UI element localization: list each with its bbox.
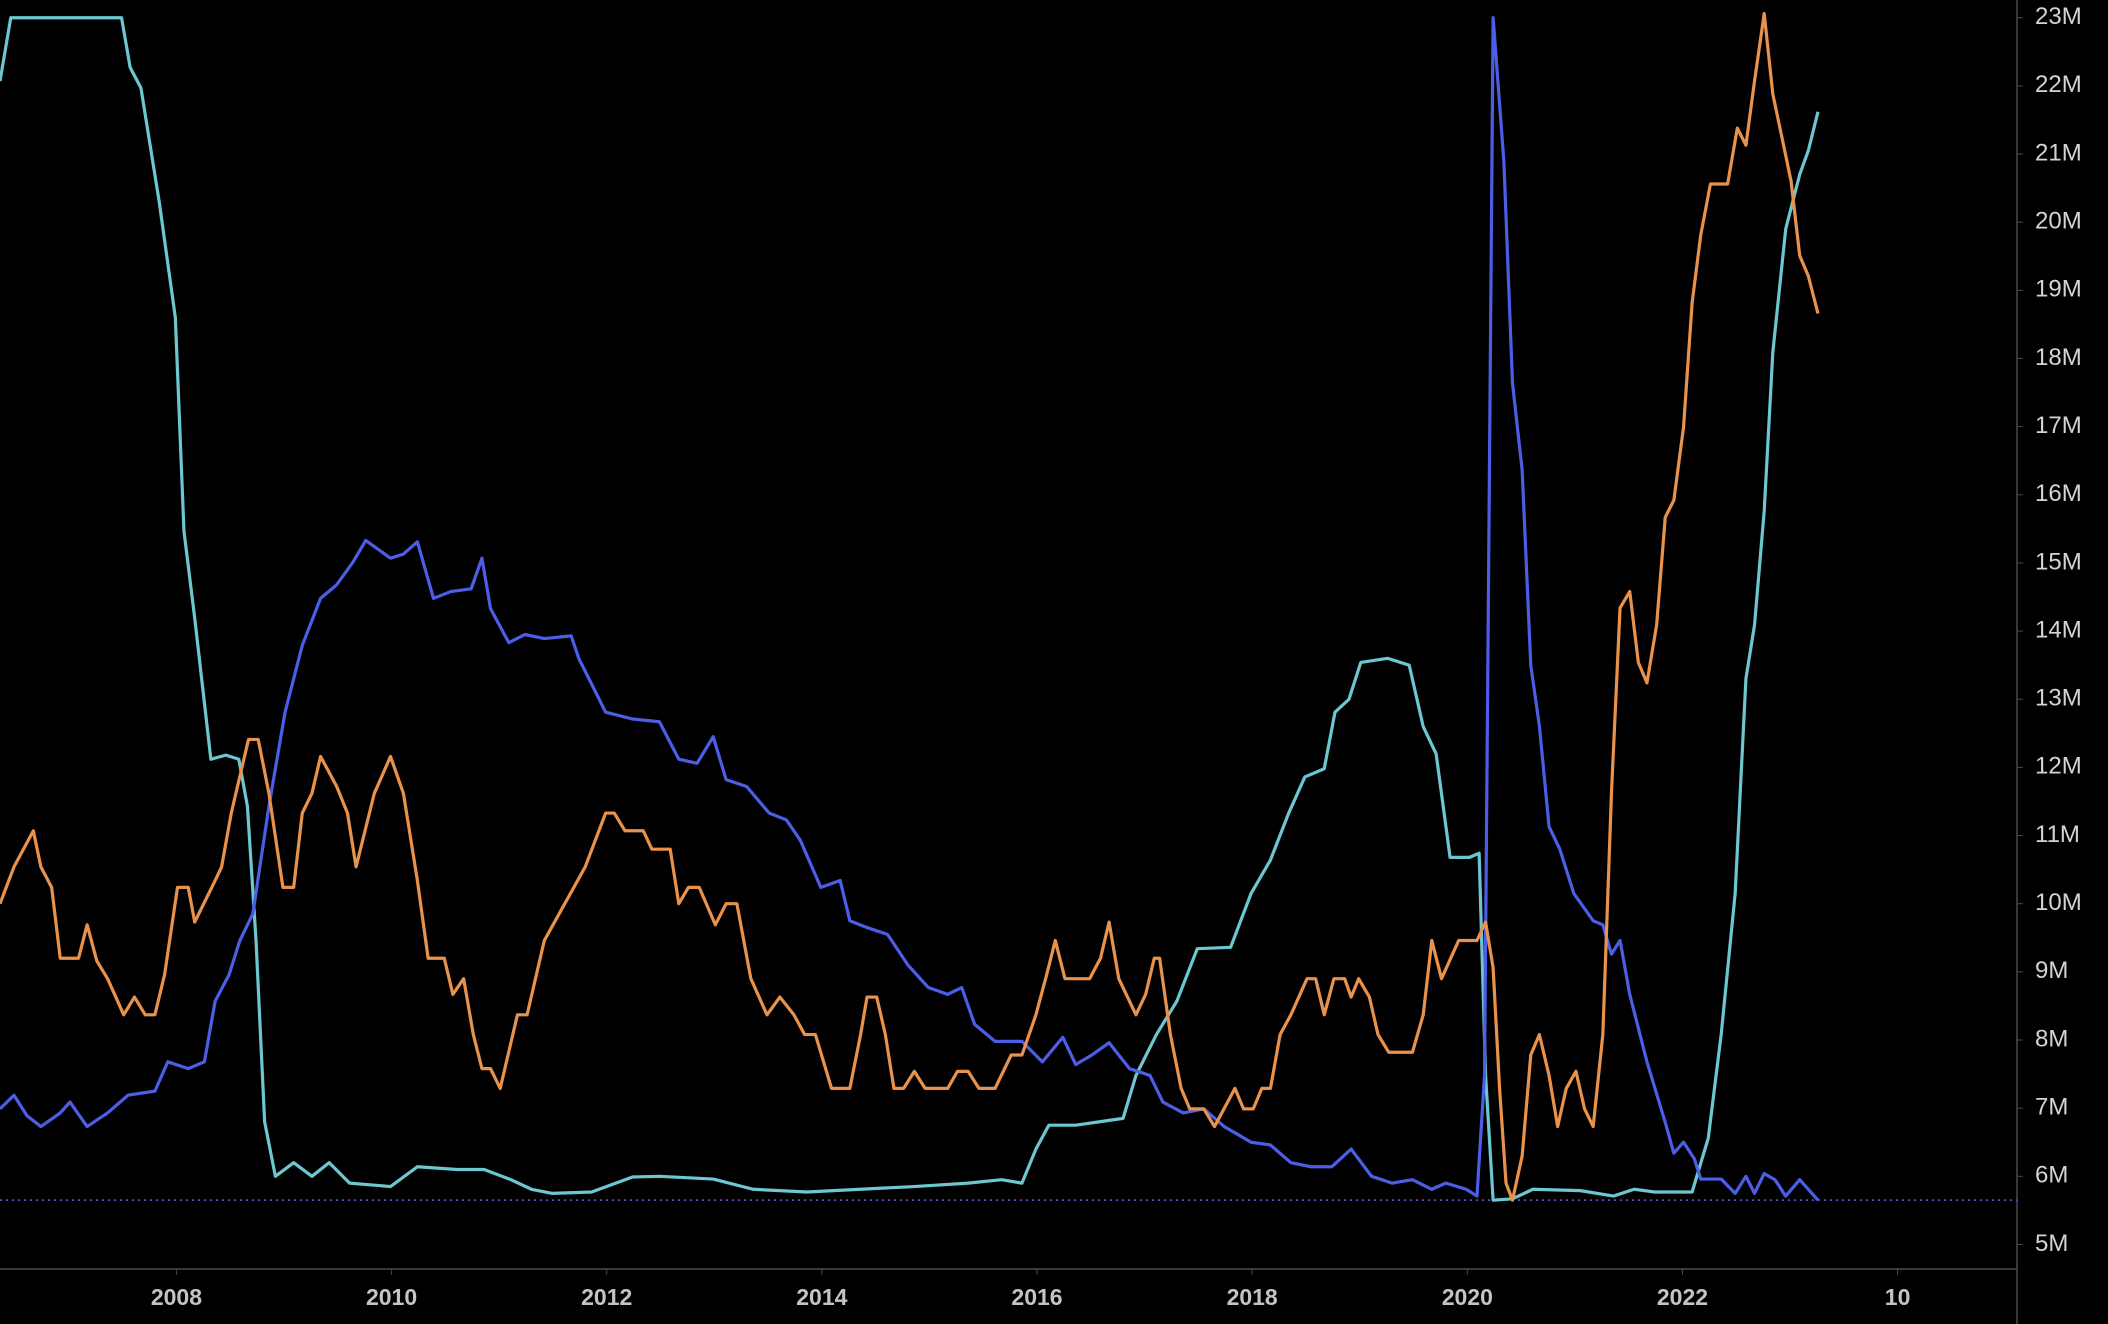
x-tick-label: 2010 [366, 1284, 417, 1310]
x-tick-label: 2018 [1227, 1284, 1278, 1310]
x-tick-label: 10 [1885, 1284, 1911, 1310]
x-tick-label: 2008 [151, 1284, 202, 1310]
y-tick-label: 7M [2035, 1094, 2068, 1121]
y-tick-label: 5M [2035, 1230, 2068, 1257]
y-tick-label: 9M [2035, 957, 2068, 984]
y-tick-label: 16M [2035, 480, 2082, 507]
y-tick-label: 10M [2035, 889, 2082, 916]
x-tick-label: 2014 [796, 1284, 847, 1310]
y-tick-label: 14M [2035, 616, 2082, 643]
y-tick-label: 18M [2035, 344, 2082, 371]
y-tick-label: 22M [2035, 71, 2082, 98]
x-tick-label: 2016 [1011, 1284, 1062, 1310]
y-tick-label: 20M [2035, 208, 2082, 235]
x-tick-label: 2022 [1657, 1284, 1708, 1310]
y-tick-label: 23M [2035, 3, 2082, 30]
series-line [0, 16, 1820, 1202]
y-tick-label: 21M [2035, 139, 2082, 166]
y-tick-label: 12M [2035, 753, 2082, 780]
y-tick-label: 19M [2035, 276, 2082, 303]
y-tick-label: 17M [2035, 412, 2082, 439]
x-tick-label: 2012 [581, 1284, 632, 1310]
y-tick-label: 15M [2035, 548, 2082, 575]
y-tick-label: 8M [2035, 1025, 2068, 1052]
y-tick-label: 6M [2035, 1162, 2068, 1189]
series-line [0, 12, 1820, 1202]
x-tick-label: 2020 [1442, 1284, 1493, 1310]
y-tick-label: 13M [2035, 685, 2082, 712]
series-line [0, 16, 1820, 1202]
y-tick-label: 11M [2035, 821, 2080, 848]
